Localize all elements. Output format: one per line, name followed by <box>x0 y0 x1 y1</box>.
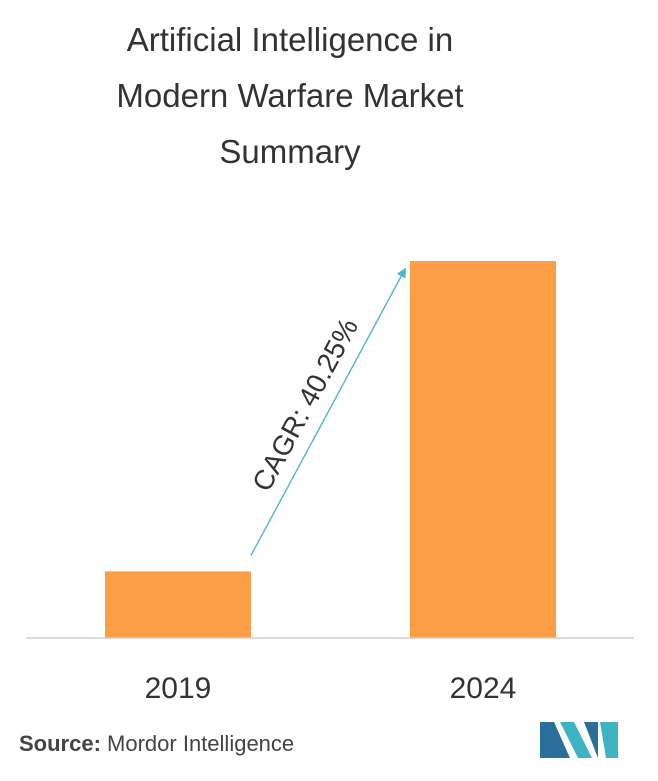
logo-shape-far-right <box>600 722 618 758</box>
chart-title-line-2: Modern Warfare Market <box>116 77 464 114</box>
mordor-intelligence-logo-icon <box>540 722 618 758</box>
source-text: Mordor Intelligence <box>107 731 295 756</box>
x-tick-label-2019: 2019 <box>145 672 212 705</box>
source-note: Source: Mordor Intelligence <box>19 731 294 757</box>
logo-shape-right <box>584 722 598 758</box>
logo-shape-left <box>540 722 570 758</box>
bar-2019 <box>105 571 251 638</box>
chart-title-line-3: Summary <box>219 133 361 170</box>
cagr-arrow <box>250 267 406 556</box>
logo-shape-middle <box>560 722 592 758</box>
chart-title-line-1: Artificial Intelligence in <box>126 21 454 58</box>
cagr-annotation: CAGR: 40.25% <box>246 313 364 496</box>
x-tick-label-2024: 2024 <box>450 672 517 705</box>
source-label: Source: <box>19 731 101 756</box>
chart-title: Artificial Intelligence in Modern Warfar… <box>60 12 520 180</box>
bar-2024 <box>410 261 556 638</box>
